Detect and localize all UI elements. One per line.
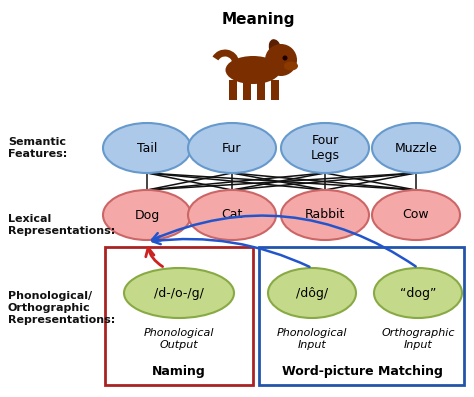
- Ellipse shape: [284, 62, 298, 71]
- Text: Meaning: Meaning: [221, 12, 295, 27]
- Text: Tail: Tail: [137, 141, 157, 154]
- Ellipse shape: [188, 123, 276, 173]
- Ellipse shape: [372, 190, 460, 240]
- FancyBboxPatch shape: [105, 247, 253, 385]
- Text: Rabbit: Rabbit: [305, 208, 345, 222]
- Ellipse shape: [281, 190, 369, 240]
- Text: Lexical
Representations:: Lexical Representations:: [8, 214, 115, 236]
- Ellipse shape: [124, 268, 234, 318]
- Bar: [229, 80, 237, 100]
- Text: Naming: Naming: [152, 366, 206, 378]
- Text: Cow: Cow: [403, 208, 429, 222]
- Circle shape: [283, 56, 288, 60]
- Text: Cat: Cat: [221, 208, 243, 222]
- Ellipse shape: [103, 190, 191, 240]
- Text: Muzzle: Muzzle: [394, 141, 438, 154]
- Ellipse shape: [372, 123, 460, 173]
- Text: “dog”: “dog”: [400, 287, 436, 299]
- Text: Semantic
Features:: Semantic Features:: [8, 137, 67, 159]
- Ellipse shape: [269, 39, 281, 57]
- Ellipse shape: [374, 268, 462, 318]
- Text: Phonological
Input: Phonological Input: [277, 328, 347, 350]
- Bar: [257, 80, 265, 100]
- Text: /dôg/: /dôg/: [296, 287, 328, 299]
- Text: Phonological/
Orthographic
Representations:: Phonological/ Orthographic Representatio…: [8, 291, 115, 325]
- Text: Fur: Fur: [222, 141, 242, 154]
- Text: Four
Legs: Four Legs: [310, 134, 339, 162]
- Ellipse shape: [226, 56, 281, 84]
- Text: /d-/o-/g/: /d-/o-/g/: [154, 287, 204, 299]
- Ellipse shape: [281, 123, 369, 173]
- Text: Word-picture Matching: Word-picture Matching: [282, 366, 442, 378]
- Ellipse shape: [103, 123, 191, 173]
- Text: Orthographic
Input: Orthographic Input: [381, 328, 455, 350]
- FancyBboxPatch shape: [259, 247, 464, 385]
- Ellipse shape: [268, 268, 356, 318]
- Bar: [243, 80, 251, 100]
- Text: Dog: Dog: [134, 208, 160, 222]
- Circle shape: [265, 44, 297, 76]
- Ellipse shape: [188, 190, 276, 240]
- Bar: [271, 80, 279, 100]
- Text: Phonological
Output: Phonological Output: [144, 328, 214, 350]
